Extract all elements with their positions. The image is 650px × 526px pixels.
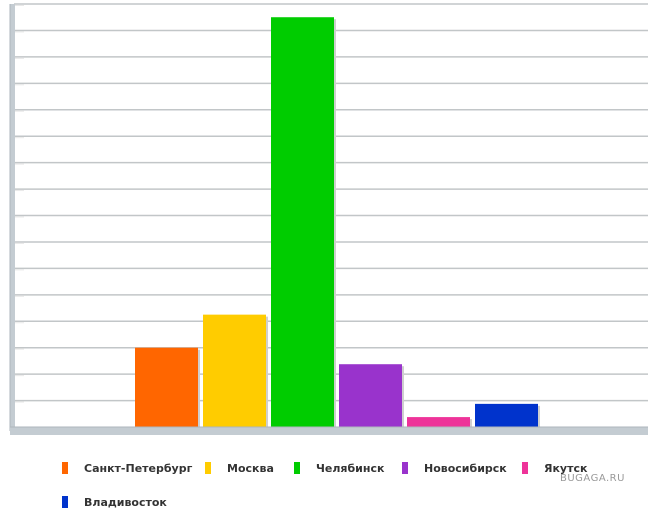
legend-label: Челябинск <box>316 461 385 475</box>
legend-swatch <box>402 462 408 474</box>
bar <box>271 17 334 427</box>
legend-swatch <box>205 462 211 474</box>
legend-label: Владивосток <box>84 495 167 509</box>
legend-swatch <box>62 496 68 508</box>
legend-swatch <box>62 462 68 474</box>
y-axis-wall <box>10 4 15 431</box>
legend-row: Санкт-Петербург Москва Челябинск Новосиб… <box>62 458 622 478</box>
bar <box>203 314 266 427</box>
bar <box>135 347 198 427</box>
bar <box>475 403 538 427</box>
legend-row: Владивосток <box>62 492 622 512</box>
x-axis-floor <box>10 427 648 435</box>
legend-label: Якутск <box>544 461 588 475</box>
legend-label: Москва <box>227 461 274 475</box>
legend-label: Новосибирск <box>424 461 507 475</box>
legend-item-chelyabinsk: Челябинск <box>294 462 402 475</box>
bar <box>407 417 470 427</box>
legend: Санкт-Петербург Москва Челябинск Новосиб… <box>62 458 622 526</box>
legend-item-yakutsk: Якутск <box>522 462 587 475</box>
legend-swatch <box>294 462 300 474</box>
bars <box>135 17 540 429</box>
legend-item-novosibirsk: Новосибирск <box>402 462 522 475</box>
legend-item-spb: Санкт-Петербург <box>62 462 205 475</box>
legend-item-moscow: Москва <box>205 462 294 475</box>
legend-label: Санкт-Петербург <box>84 461 193 475</box>
legend-item-vladivostok: Владивосток <box>62 496 167 509</box>
bar-chart <box>9 3 648 435</box>
bar <box>339 364 402 427</box>
legend-swatch <box>522 462 528 474</box>
watermark: BUGAGA.RU <box>560 473 625 484</box>
axes <box>9 4 648 435</box>
